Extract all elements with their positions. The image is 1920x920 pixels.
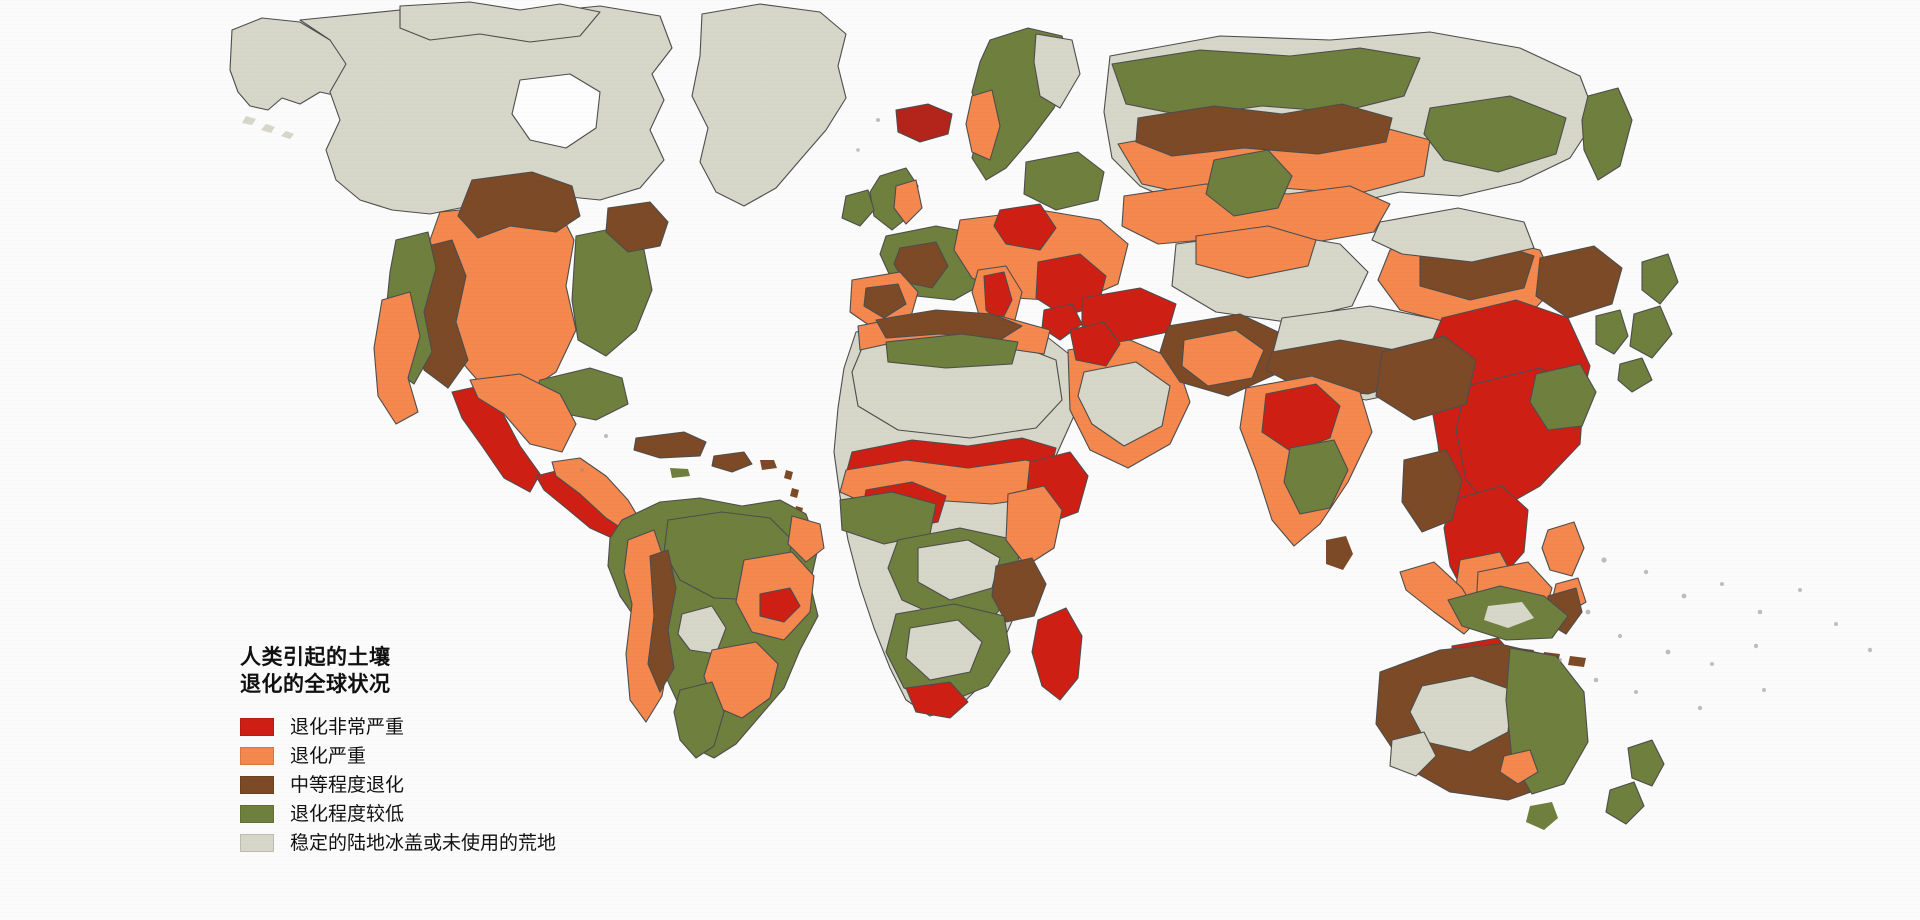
- zone-ural-low: [1205, 149, 1293, 217]
- legend-label-severe: 退化严重: [290, 745, 367, 767]
- zone-south-africa-very-severe: [905, 681, 969, 719]
- zone-scandinavia-stable: [1033, 33, 1081, 109]
- zone-maghreb-low: [885, 333, 1019, 369]
- zone-new-zealand-low: [1605, 739, 1665, 825]
- landmass-iceland: [895, 103, 953, 143]
- legend-swatch-low: [240, 805, 274, 824]
- region-oceania: [1375, 585, 1665, 830]
- region-north-america: [229, 1, 953, 493]
- zone-australia-southeast-severe: [1499, 749, 1539, 785]
- zone-brazil-very-severe: [759, 587, 801, 623]
- zone-kazakh-severe: [1195, 225, 1317, 279]
- zone-central-africa-stable: [917, 539, 1001, 601]
- zone-east-africa-moderate: [991, 557, 1047, 623]
- zone-poland-very-severe: [993, 203, 1057, 251]
- zone-tasmania-low: [1526, 802, 1558, 830]
- landmass-japan-low: [1617, 253, 1679, 393]
- landmass-aleutians: [242, 116, 294, 139]
- legend-swatch-stable: [240, 834, 274, 853]
- zone-russia-moderate-band: [1135, 103, 1393, 157]
- zone-andes-moderate: [647, 549, 677, 693]
- legend-label-very-severe: 退化非常严重: [290, 716, 405, 738]
- legend-item-very-severe: 退化非常严重: [240, 713, 660, 742]
- zone-india-low: [1283, 439, 1349, 515]
- zone-kalahari-stable: [905, 619, 983, 681]
- region-eurasia-north: [1103, 31, 1633, 323]
- landmass-puerto-rico: [760, 460, 777, 470]
- zone-mexico-severe: [469, 373, 577, 453]
- zone-australia-stable-patch2: [1389, 731, 1437, 777]
- zone-new-guinea-stable: [1484, 602, 1534, 628]
- landmass-hispaniola: [711, 451, 753, 473]
- zone-kamchatka-low: [1581, 87, 1633, 181]
- zone-north-africa-moderate: [875, 309, 1023, 341]
- landmass-cuba: [633, 431, 707, 459]
- legend-label-stable: 稳定的陆地冰盖或未使用的荒地: [290, 832, 557, 854]
- zone-italy-very-severe: [983, 271, 1013, 325]
- zone-china-low-patch: [1529, 363, 1597, 431]
- pacific-island-specks: [580, 118, 1873, 711]
- legend-item-moderate: 中等程度退化: [240, 771, 660, 800]
- landmass-canadian-arctic-isles: [399, 1, 601, 43]
- legend-label-moderate: 中等程度退化: [290, 774, 405, 796]
- zone-iberia-moderate: [863, 283, 907, 319]
- legend-title: 人类引起的土壤 退化的全球状况: [240, 646, 391, 696]
- zone-russia-far-east-low: [1423, 95, 1567, 173]
- zone-us-southwest-severe: [373, 291, 421, 425]
- zone-patagonia-low: [673, 681, 725, 759]
- region-south-america: [607, 497, 825, 759]
- zone-india-very-severe: [1261, 383, 1341, 453]
- zone-norway-coast-severe: [965, 89, 1001, 161]
- zone-east-africa-severe: [1005, 485, 1063, 567]
- zone-brazil-northeast-severe: [787, 515, 825, 563]
- zone-baltic-low: [1023, 151, 1105, 211]
- legend-swatch-very-severe: [240, 718, 274, 737]
- region-central-america: [535, 431, 803, 539]
- zone-china-inland-moderate: [1375, 335, 1477, 421]
- zone-france-moderate: [893, 241, 949, 289]
- zone-sri-lanka-moderate: [1326, 536, 1353, 570]
- zone-us-midwest-moderate: [457, 171, 581, 239]
- legend-item-stable: 稳定的陆地冰盖或未使用的荒地: [240, 829, 660, 858]
- zone-australia-interior-stable: [1409, 675, 1513, 753]
- landmass-lesser-antilles: [784, 470, 803, 516]
- zone-madagascar-very-severe: [1031, 607, 1083, 701]
- zone-manchuria-moderate: [1535, 245, 1623, 319]
- map-legend: 人类引起的土壤 退化的全球状况 退化非常严重 退化严重 中等程度退化 退化程度较…: [240, 645, 660, 858]
- zone-iran-severe: [1181, 329, 1265, 387]
- legend-swatch-moderate: [240, 776, 274, 795]
- zone-britain-severe: [893, 179, 923, 225]
- region-africa-middle-east: [833, 309, 1283, 719]
- landmass-ireland: [841, 189, 875, 227]
- legend-item-low: 退化程度较低: [240, 800, 660, 829]
- legend-item-severe: 退化严重: [240, 742, 660, 771]
- landmass-hudson-bay: [511, 73, 601, 149]
- zone-pampas-severe: [703, 641, 779, 719]
- landmass-korea-low: [1595, 309, 1629, 355]
- landmass-greenland: [691, 3, 847, 207]
- zone-arabia-stable: [1077, 361, 1171, 447]
- zone-levant-very-severe: [1069, 321, 1121, 367]
- legend-swatch-severe: [240, 747, 274, 766]
- zone-mongolia-stable: [1371, 207, 1535, 263]
- legend-label-low: 退化程度较低: [290, 803, 405, 825]
- zone-siberia-boreal-low: [1111, 47, 1421, 117]
- zone-us-northeast-moderate: [605, 201, 669, 253]
- landmass-jamaica: [670, 468, 690, 478]
- zone-myanmar-moderate: [1401, 449, 1463, 533]
